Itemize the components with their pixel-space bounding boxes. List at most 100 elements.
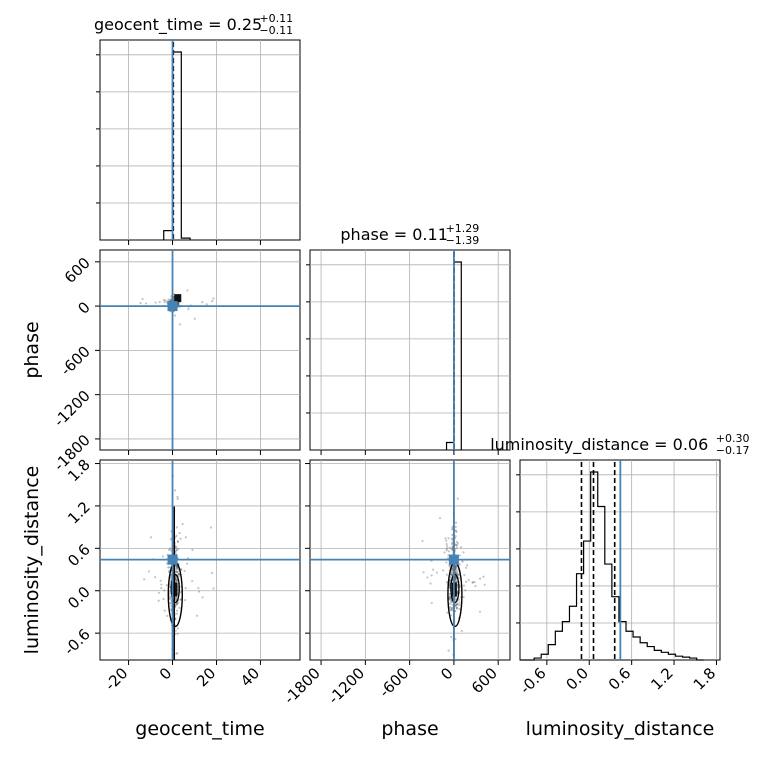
sample-point [478, 610, 482, 613]
sample-point [454, 576, 457, 579]
sample-point [212, 297, 215, 300]
sample-point [177, 547, 180, 551]
sample-point [421, 539, 424, 543]
truth-marker [167, 301, 178, 312]
sample-point [463, 573, 466, 577]
sample-point [168, 566, 171, 569]
sample-point [197, 587, 200, 590]
sample-point [443, 551, 446, 554]
x-tick-label: 1.2 [647, 664, 677, 694]
sample-point [457, 574, 460, 577]
sample-point [466, 564, 469, 567]
title-main: phase = 0.11 [340, 225, 447, 244]
y-tick-label: 1.2 [64, 498, 94, 528]
histogram-geocent_time [163, 51, 191, 240]
sample-point [454, 579, 458, 582]
sample-point [174, 549, 178, 552]
sample-point [454, 576, 457, 579]
sample-point [201, 300, 204, 304]
sample-point [197, 590, 201, 593]
histogram-luminosity_distance [520, 471, 704, 661]
sample-point [141, 297, 144, 301]
sample-point [163, 300, 166, 304]
sample-point [176, 303, 180, 306]
sample-point [451, 606, 454, 609]
x-tick-label: 20 [193, 664, 219, 690]
sample-point [456, 602, 459, 606]
panel-phase-vs-phase [306, 249, 511, 455]
sample-point [175, 546, 178, 549]
sample-point [445, 545, 449, 548]
sample-point [454, 535, 457, 538]
sample-point [482, 575, 485, 578]
sample-point [159, 579, 162, 582]
sample-point [449, 596, 452, 599]
sample-point [175, 597, 178, 600]
sample-point [454, 548, 457, 551]
sample-point [183, 569, 186, 573]
sample-point [435, 571, 439, 574]
sample-point [178, 531, 181, 535]
sample-point [180, 568, 183, 572]
title-sup: +0.30 [716, 432, 750, 445]
sample-point [478, 577, 482, 580]
y-axis-label-phase: phase [21, 321, 43, 378]
sample-point [456, 590, 459, 593]
title-main: luminosity_distance = 0.06 [490, 435, 708, 455]
sample-point [458, 604, 461, 607]
sample-point [210, 571, 214, 575]
sample-point [167, 548, 171, 551]
sample-point [162, 298, 165, 302]
title-phase: phase = 0.11+1.29−1.39 [340, 222, 479, 247]
sample-point [450, 543, 454, 546]
sample-point [157, 599, 160, 602]
sample-point [451, 541, 454, 544]
x-tick-label: 40 [237, 664, 263, 690]
sample-point [175, 578, 178, 581]
sample-point [445, 573, 448, 576]
sample-point [177, 572, 181, 576]
sample-point [454, 525, 457, 529]
sample-point [175, 566, 178, 569]
sample-point [448, 586, 451, 590]
sample-point [169, 602, 172, 605]
sample-point [447, 649, 450, 652]
sample-point [175, 609, 179, 612]
sample-point [458, 601, 461, 604]
density-core [174, 294, 182, 303]
y-tick-label: 0.6 [64, 540, 94, 570]
sample-point [205, 303, 208, 306]
sample-point [175, 603, 178, 607]
sample-point [169, 549, 173, 552]
sample-point [455, 572, 458, 575]
sample-point [462, 595, 465, 599]
sample-point [187, 308, 190, 311]
sample-point [449, 597, 452, 600]
sample-point [456, 607, 459, 610]
sample-point [450, 528, 454, 531]
sample-point [454, 597, 457, 601]
sample-point [144, 302, 148, 305]
sample-point [456, 570, 459, 573]
sample-point [449, 605, 452, 609]
sample-point [169, 538, 172, 541]
sample-point [176, 568, 180, 571]
x-tick-label: -1800 [280, 664, 324, 708]
sample-point [455, 529, 458, 532]
sample-point [449, 614, 453, 617]
sample-point [174, 629, 177, 632]
y-tick-label: 600 [61, 254, 94, 287]
sample-point [454, 565, 457, 568]
sample-point [175, 652, 178, 655]
sample-point [432, 568, 435, 571]
sample-point [445, 581, 449, 584]
sample-point [175, 570, 178, 573]
sample-point [456, 573, 459, 576]
sample-point [454, 566, 457, 569]
sample-point [164, 299, 167, 302]
sample-point [177, 601, 180, 604]
sample-point [455, 603, 458, 607]
sample-point [184, 536, 187, 539]
sample-point [184, 598, 187, 602]
x-tick-label: -600 [376, 664, 413, 701]
